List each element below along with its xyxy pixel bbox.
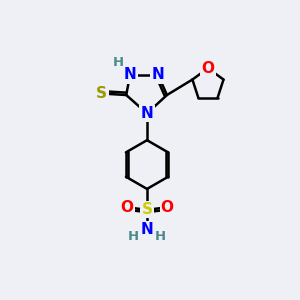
Text: N: N [124, 67, 136, 82]
Text: H: H [128, 230, 139, 243]
Text: H: H [113, 56, 124, 69]
Text: N: N [141, 106, 153, 121]
Text: O: O [202, 61, 214, 76]
Text: O: O [120, 200, 133, 215]
Text: N: N [141, 223, 153, 238]
Text: O: O [161, 200, 174, 215]
Text: S: S [142, 202, 152, 217]
Text: N: N [152, 67, 164, 82]
Text: S: S [96, 86, 107, 101]
Text: H: H [155, 230, 166, 243]
